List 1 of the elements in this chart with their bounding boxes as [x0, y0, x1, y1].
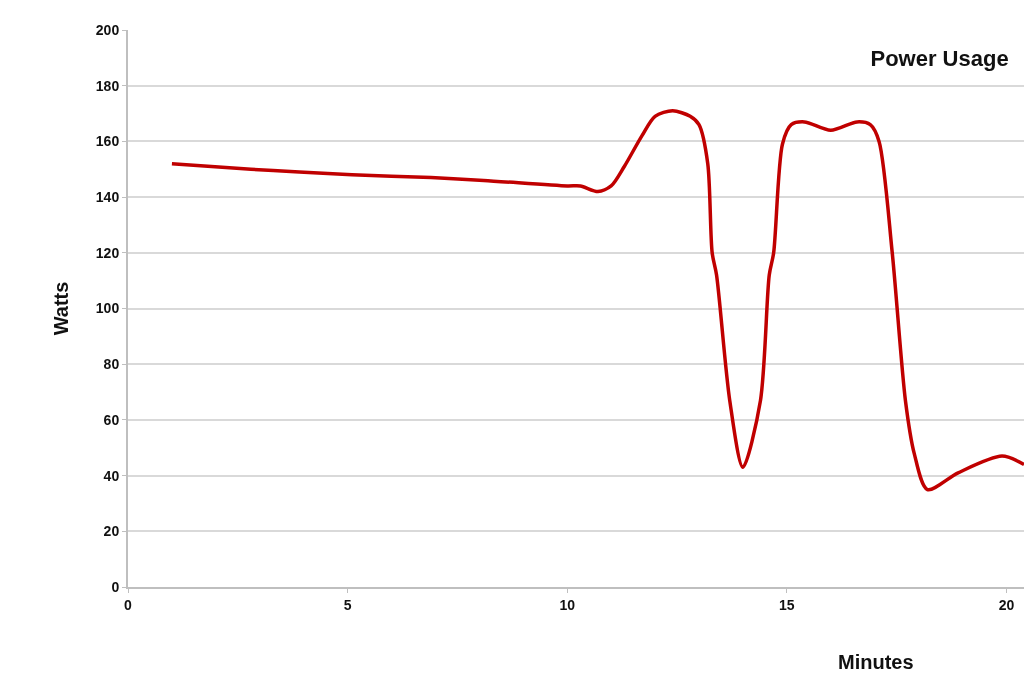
y-tick-label: 200 [95, 21, 120, 38]
